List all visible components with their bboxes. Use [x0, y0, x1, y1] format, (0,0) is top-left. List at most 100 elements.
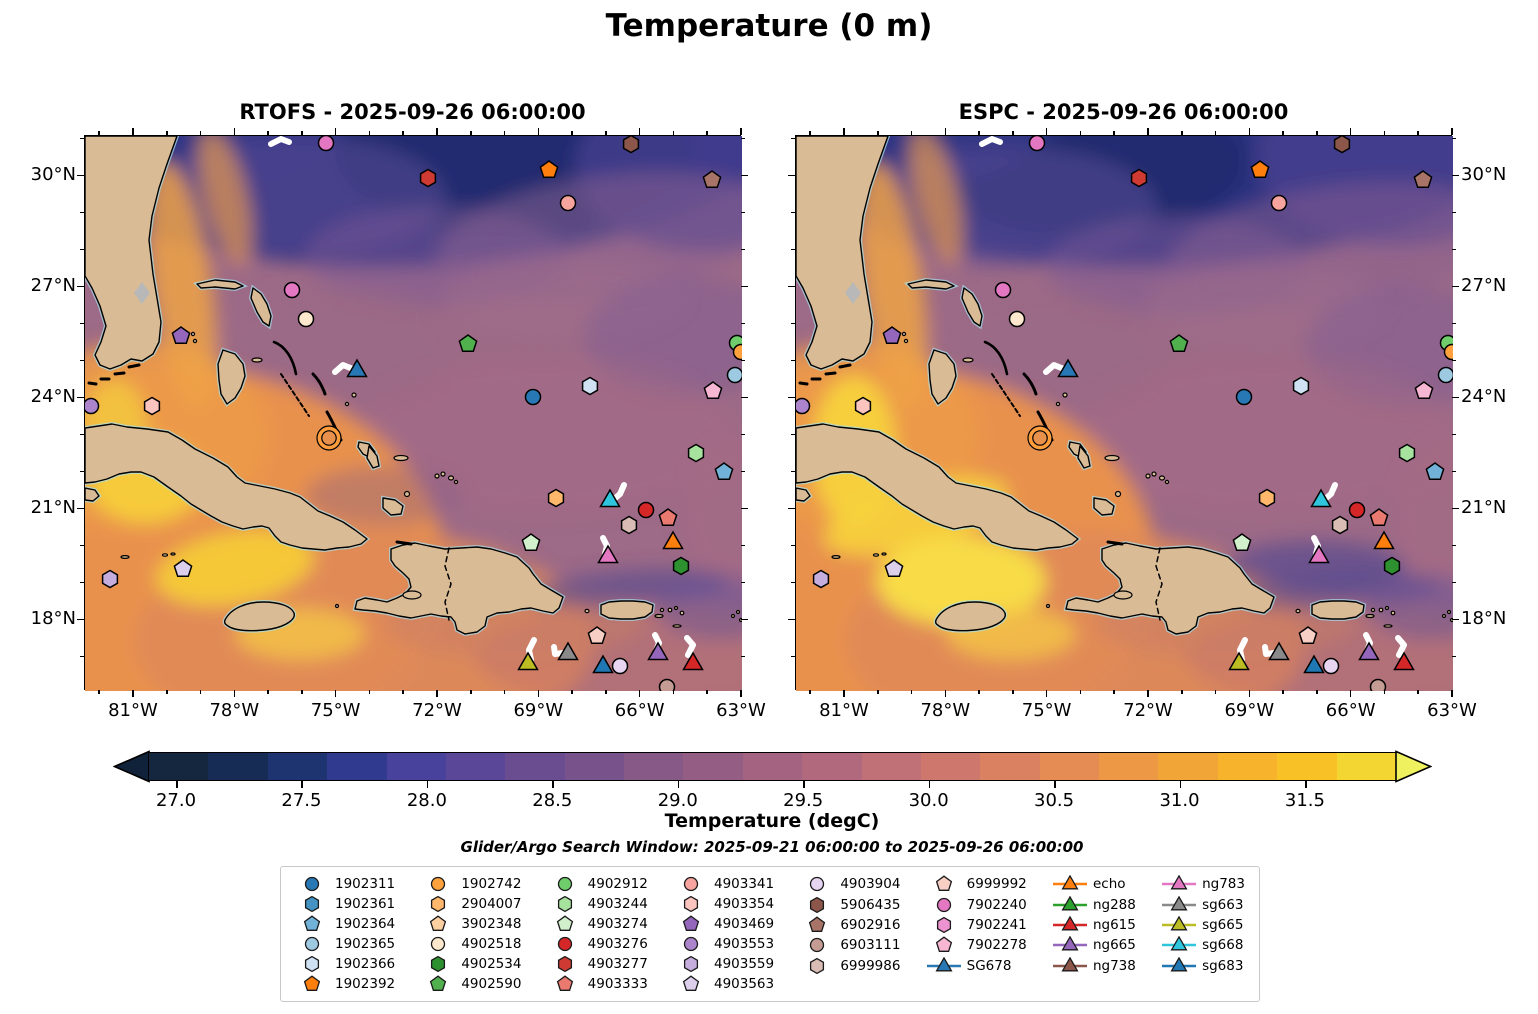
hexagon-marker-icon	[304, 895, 320, 913]
legend-entry-label: 1902365	[335, 936, 396, 952]
tick-mark	[132, 690, 134, 697]
tick-mark	[788, 174, 795, 177]
legend-entry-1902361: 1902361	[293, 894, 395, 914]
circle-marker-icon	[683, 936, 699, 952]
colorbar-tick-label: 29.0	[657, 790, 698, 811]
legend-entry-1902365: 1902365	[293, 934, 395, 954]
map-marker-triangle	[346, 358, 368, 378]
pentagon-marker-icon	[935, 936, 952, 953]
map-marker-pentagon	[1250, 160, 1270, 179]
colorbar-segment	[624, 753, 684, 780]
legend-entry-7902241: 7902241	[925, 915, 1027, 935]
pentagon-marker-icon	[556, 915, 573, 931]
tick-mark	[436, 690, 438, 697]
legend-entry-label: ng783	[1202, 876, 1245, 893]
lon-tick-label: 72°W	[1123, 700, 1173, 721]
map-marker-pentagon	[703, 381, 723, 400]
map-marker-triangle	[1057, 358, 1079, 378]
legend-entry-6903111: 6903111	[798, 935, 900, 955]
lon-tick-label: 66°W	[614, 700, 665, 721]
legend-column: ng783 sg663 sg665 sg668 sg683	[1160, 874, 1245, 994]
legend-entry-1902364: 1902364	[293, 914, 395, 934]
map-marker-circle	[1028, 136, 1046, 152]
tick-mark	[741, 396, 748, 399]
tick-mark	[77, 174, 84, 177]
pentagon-marker-icon	[682, 915, 700, 931]
map-marker-hexagon	[1333, 136, 1351, 154]
tick-mark	[77, 285, 84, 288]
colorbar-segment	[1158, 753, 1218, 780]
tick-mark	[740, 690, 742, 697]
map-marker-hexagon	[1398, 443, 1416, 463]
hexagon-marker-icon	[936, 916, 951, 934]
colorbar-tick-label: 31.5	[1284, 790, 1325, 811]
legend-entry-4903341: 4903341	[672, 874, 774, 894]
map-marker-triangle	[1310, 488, 1332, 508]
hexagon-marker-icon	[304, 955, 320, 973]
legend-entry-echo: echo	[1051, 874, 1136, 894]
colorbar-segment	[1217, 753, 1278, 780]
panel-title-rtofs: RTOFS - 2025-09-26 06:00:00	[239, 100, 586, 124]
lat-tick-label: 18°N	[30, 607, 76, 629]
tick-mark	[638, 690, 641, 697]
hexagon-marker-icon	[557, 895, 572, 913]
legend-entry-ng288: ng288	[1051, 894, 1136, 914]
lat-tick-label: 27°N	[1461, 274, 1507, 296]
lon-tick-label: 69°W	[1224, 700, 1275, 721]
legend-entry-label: sg668	[1202, 937, 1244, 954]
legend-entry-label: ng288	[1092, 896, 1136, 913]
map-marker-pentagon	[1169, 334, 1189, 353]
tick-mark	[1248, 690, 1251, 697]
legend-entry-1902392: 1902392	[293, 974, 395, 994]
triangle-marker-icon	[1052, 956, 1087, 972]
legend-entry-label: 1902366	[335, 956, 396, 972]
legend-entry-4903277: 4903277	[546, 954, 648, 974]
map-marker-hexagon	[101, 569, 119, 589]
tick-mark	[944, 690, 947, 697]
map-marker-circle	[559, 194, 577, 212]
search-window-subtitle: Glider/Argo Search Window: 2025-09-21 06…	[460, 838, 1084, 856]
map-marker-circle	[658, 678, 676, 691]
legend-entry-4903563: 4903563	[672, 974, 774, 994]
tick-mark	[537, 690, 540, 697]
temperature-field	[796, 136, 1453, 691]
legend-entry-1902311: 1902311	[293, 874, 395, 894]
map-marker-triangle	[1303, 654, 1325, 674]
lon-tick-label: 78°W	[920, 700, 971, 721]
legend-column: 4903904 5906435 6902916 6903111 6999986	[798, 874, 900, 994]
tick-mark	[1147, 128, 1149, 135]
map-marker-circle	[994, 281, 1012, 299]
legend-entry-label: 1902742	[461, 876, 522, 892]
legend-entry-label: 4903276	[587, 936, 648, 952]
legend-entry-6999992: 6999992	[925, 874, 1027, 894]
colorbar-tick-label: 31.0	[1159, 790, 1200, 811]
colorbar-label: Temperature (degC)	[664, 810, 880, 832]
legend-entry-ng665: ng665	[1051, 935, 1136, 955]
legend-entry-label: 4902534	[461, 956, 522, 972]
legend-entry-label: 6999992	[966, 876, 1027, 893]
legend-entry-label: 4903274	[587, 916, 648, 932]
map-marker-pentagon	[587, 626, 607, 645]
map-marker-ring	[316, 425, 342, 451]
triangle-marker-icon	[1162, 875, 1197, 890]
legend-entry-4903274: 4903274	[546, 914, 648, 934]
hexagon-marker-icon	[683, 895, 699, 913]
colorbar-tick	[301, 781, 304, 788]
figure-title: Temperature (0 m)	[605, 8, 933, 44]
hexagon-marker-icon	[810, 896, 825, 913]
legend-entry-2904007: 2904007	[419, 894, 521, 914]
map-marker-circle	[1348, 501, 1366, 519]
legend-column: echo ng288 ng615 ng665 ng738	[1051, 874, 1136, 994]
tick-mark	[132, 128, 134, 135]
map-marker-circle	[726, 366, 742, 384]
tick-mark	[1248, 128, 1251, 135]
colorbar-segment	[1099, 753, 1159, 780]
colorbar-segment	[1336, 753, 1396, 780]
lon-tick-label: 75°W	[1021, 700, 1072, 721]
map-marker-circle	[317, 136, 335, 152]
legend-entry-3902348: 3902348	[419, 914, 521, 934]
map-marker-pentagon	[882, 326, 902, 345]
legend-entry-label: 4903244	[587, 896, 648, 912]
legend-entry-label: 6903111	[840, 937, 901, 954]
legend-entry-label: SG678	[966, 957, 1012, 974]
